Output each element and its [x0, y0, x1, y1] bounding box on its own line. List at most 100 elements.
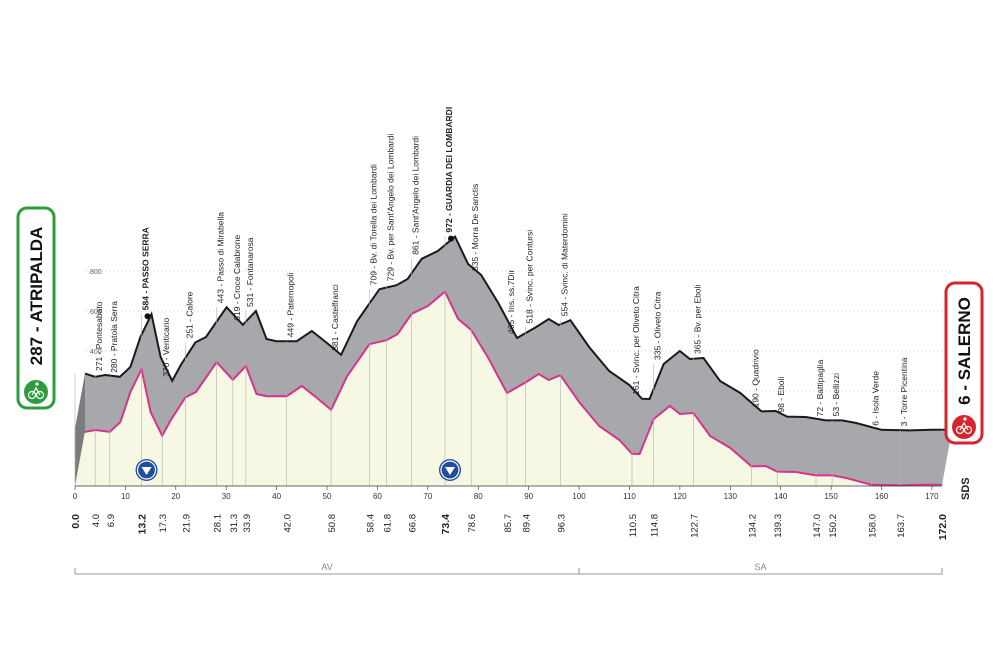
location-label: 280 - Pratola Serra — [109, 301, 119, 373]
location-label: 465 - Ins. ss.7Dir — [506, 270, 516, 334]
km-label: 110.5 — [628, 514, 639, 537]
profile-top-surface — [75, 236, 952, 486]
km-label: 172.0 — [937, 514, 949, 540]
cyclist-wheel-icon — [955, 425, 965, 435]
km-label: 66.8 — [408, 514, 419, 533]
location-label: 98 - Eboli — [776, 377, 786, 413]
location-label: 518 - Svinc. per Contursi — [525, 230, 535, 324]
y-tick-label: 600 — [90, 309, 102, 316]
location-label: 554 - Svinc. di Materdomini — [559, 213, 569, 316]
x-tick-label: 40 — [272, 492, 281, 501]
climb-marker-ring-icon — [136, 460, 157, 480]
location-label: 709 - Bv. di Torella dei Lombardi — [368, 164, 378, 285]
badge-label: 287 - ATRIPALDA — [27, 227, 46, 366]
location-label: 251 - Calore — [184, 291, 194, 338]
location-label: 335 - Oliveto Citra — [653, 291, 663, 360]
x-tick-label: 150 — [824, 492, 838, 501]
km-label: 21.9 — [181, 514, 192, 533]
x-tick-label: 20 — [171, 492, 180, 501]
x-axis: 0 10 20 30 40 50 60 70 80 90 100 110 120 130 140 150 160… — [73, 485, 942, 501]
y-tick-label: 400 — [90, 349, 102, 356]
x-tick-label: 50 — [323, 492, 332, 501]
climb-marker-arrow-icon — [141, 467, 152, 475]
profile-start-wall — [75, 373, 85, 486]
climb-marker-arrow-icon — [444, 467, 455, 475]
x-tick-label: 170 — [925, 492, 939, 501]
location-label: 365 - Bv. per Eboli — [692, 285, 702, 354]
km-label: 147.0 — [812, 514, 823, 538]
x-tick-label: 60 — [373, 492, 382, 501]
cyclist-wheel-icon — [35, 390, 45, 400]
x-tick-label: 30 — [222, 492, 231, 501]
cyclist-wheel-icon — [27, 390, 37, 400]
x-tick-label: 0 — [73, 492, 78, 501]
climb-summit-dot — [447, 235, 454, 242]
location-drop-lines — [74, 236, 943, 486]
km-label: 17.3 — [158, 514, 169, 533]
km-label: 89.4 — [522, 514, 533, 533]
km-label: 61.8 — [383, 514, 394, 533]
km-label: 114.8 — [650, 514, 661, 537]
location-label: 861 - Sant'Angelo dei Lombardi — [411, 136, 421, 255]
location-label: 443 - Passo di Mirabella — [216, 212, 226, 303]
location-label: 619 - Croce Calabrone — [232, 235, 242, 321]
km-label: 158.0 — [867, 514, 878, 538]
cyclist-frame-icon — [31, 386, 41, 396]
km-label: 13.2 — [137, 514, 149, 535]
location-label: 531 - Fontanarosa — [245, 237, 255, 307]
badge-frame — [16, 206, 56, 410]
location-label: 161 - Svinc. per Oliveto Citra — [631, 286, 641, 395]
cyclist-wheel-icon — [963, 425, 973, 435]
start-badge: 287 - ATRIPALDA — [16, 206, 56, 410]
location-label: 72 - Battipaglia — [815, 359, 825, 416]
km-label: 96.3 — [556, 514, 567, 533]
brand: SDS — [960, 477, 972, 500]
x-tick-label: 120 — [673, 492, 687, 501]
km-label: 78.6 — [467, 514, 478, 533]
km-label: 28.1 — [213, 514, 224, 533]
km-label: 150.2 — [828, 514, 839, 538]
finish-badge: 6 - SALERNO — [944, 281, 984, 445]
location-label: 370 - Venticano — [161, 317, 171, 376]
location-label: 3 - Torre Picentina — [899, 357, 909, 426]
km-label: 6.9 — [106, 514, 117, 527]
x-tick-label: 160 — [875, 492, 889, 501]
km-label: 33.9 — [242, 514, 253, 533]
km-label: 139.3 — [773, 514, 784, 538]
km-label: 85.7 — [503, 514, 514, 533]
region-label: SA — [755, 562, 767, 572]
start-finish-badges: 287 - ATRIPALDA 6 - SALERNO — [16, 206, 984, 445]
location-labels: 271 - Pontesabato 280 - Pratola Serra 584 … — [94, 107, 909, 481]
km-label: 122.7 — [689, 514, 700, 538]
cyclist-head-icon — [35, 382, 39, 386]
brand-logo: SDS — [960, 477, 972, 500]
km-label: 134.2 — [747, 514, 758, 538]
location-label: 835 - Morra De Sanctis — [470, 184, 480, 271]
km-label: 0.0 — [70, 514, 82, 529]
region-label: AV — [321, 562, 332, 572]
km-label: 163.7 — [896, 514, 907, 538]
x-tick-label: 10 — [121, 492, 130, 501]
profile-area-layer — [74, 235, 952, 487]
cyclist-head-icon — [963, 417, 967, 421]
region-bracket — [578, 568, 943, 575]
km-label: 58.4 — [365, 514, 376, 533]
location-label: 271 - Pontesabato — [94, 301, 104, 371]
x-tick-label: 140 — [774, 492, 788, 501]
location-label: 381 - Castelfranci — [330, 284, 340, 351]
badge-frame — [944, 281, 984, 445]
x-tick-label: 100 — [572, 492, 586, 501]
x-tick-label: 90 — [524, 492, 533, 501]
climb-summit-dot — [144, 313, 151, 320]
km-label: 42.0 — [283, 514, 294, 533]
location-label: 190 - Quadrivio — [750, 349, 760, 407]
profile-ridge-line — [84, 235, 952, 432]
y-tick-label: 800 — [90, 269, 102, 276]
location-label: 53 - Bellizzi — [831, 373, 841, 417]
x-tick-label: 130 — [724, 492, 738, 501]
location-label: 584 - PASSO SERRA — [141, 227, 151, 310]
km-labels: 0.0 4.0 6.9 13.2 17.3 21.9 28.1 31.3 33.9 42.0 50.… — [70, 514, 949, 540]
km-label: 73.4 — [440, 514, 452, 535]
x-tick-label: 70 — [423, 492, 432, 501]
